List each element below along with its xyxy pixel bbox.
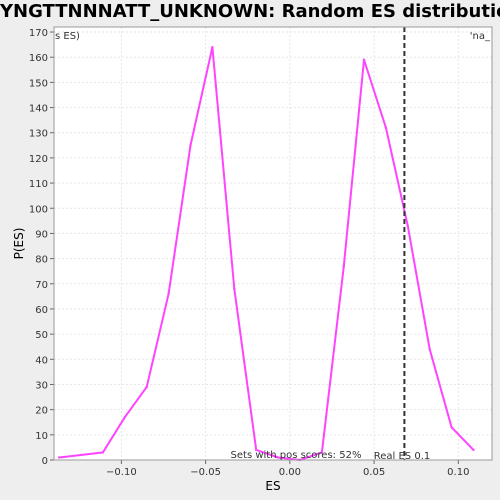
chart-title: YNGTTNNNATT_UNKNOWN: Random ES distribut… <box>0 1 500 22</box>
y-tick-label: 40 <box>35 355 48 366</box>
data-point <box>101 451 105 454</box>
x-tick-label: −0.10 <box>106 467 137 478</box>
data-point <box>276 456 280 459</box>
y-tick-label: 70 <box>35 280 48 291</box>
x-tick-label: −0.05 <box>190 467 221 478</box>
data-point <box>320 451 324 454</box>
data-point <box>57 456 61 459</box>
data-point <box>167 292 170 296</box>
y-tick-label: 20 <box>35 406 48 417</box>
grid-lines <box>54 27 492 461</box>
data-point <box>450 426 453 429</box>
y-tick-label: 150 <box>29 78 48 89</box>
y-tick-label: 110 <box>29 179 48 190</box>
y-axis-label: P(ES) <box>12 228 26 260</box>
plot-background <box>54 27 492 460</box>
data-point <box>472 448 475 452</box>
data-point <box>79 453 83 457</box>
y-tick-label: 130 <box>29 129 48 140</box>
es-distribution-line <box>58 46 475 462</box>
right-legend-text: 'na_ <box>470 31 491 42</box>
y-tick-label: 0 <box>42 456 48 467</box>
data-point <box>384 126 388 129</box>
data-point <box>145 385 148 389</box>
real-es-label: Real ES 0.1 <box>374 451 430 462</box>
left-legend-text: s ES) <box>55 31 80 42</box>
x-tick-label: 0.10 <box>447 467 469 478</box>
data-point <box>254 448 258 452</box>
plot-border <box>53 26 493 461</box>
y-tick-label: 60 <box>35 305 48 316</box>
data-point <box>362 58 366 61</box>
y-tick-label: 160 <box>29 53 48 64</box>
y-tick-label: 120 <box>29 154 48 165</box>
y-tick-label: 170 <box>29 28 48 39</box>
es-distribution-points <box>57 45 475 462</box>
pos-scores-annotation: Sets with pos scores: 52% <box>231 450 362 461</box>
data-point <box>342 264 345 268</box>
y-tick-label: 100 <box>29 204 48 215</box>
x-tick-label: 0.00 <box>279 467 301 478</box>
y-tick-label: 140 <box>29 104 48 115</box>
data-point <box>189 144 192 147</box>
y-tick-label: 30 <box>35 380 48 391</box>
data-point <box>123 416 126 419</box>
y-tick-label: 50 <box>35 330 48 341</box>
y-axis-ticks: 0 10 20 30 40 50 60 70 80 90 100 110 120 130 140 150 160… <box>29 28 54 467</box>
y-tick-label: 80 <box>35 255 48 266</box>
data-point <box>406 224 409 228</box>
x-tick-label: 0.05 <box>363 467 385 478</box>
data-point <box>211 45 214 49</box>
y-tick-label: 90 <box>35 229 48 240</box>
data-point <box>233 287 236 291</box>
x-axis-ticks: −0.10 −0.05 0.00 0.05 0.10 <box>106 460 469 478</box>
data-point <box>428 348 431 351</box>
y-tick-label: 10 <box>35 431 48 442</box>
x-axis-label: ES <box>265 479 280 493</box>
